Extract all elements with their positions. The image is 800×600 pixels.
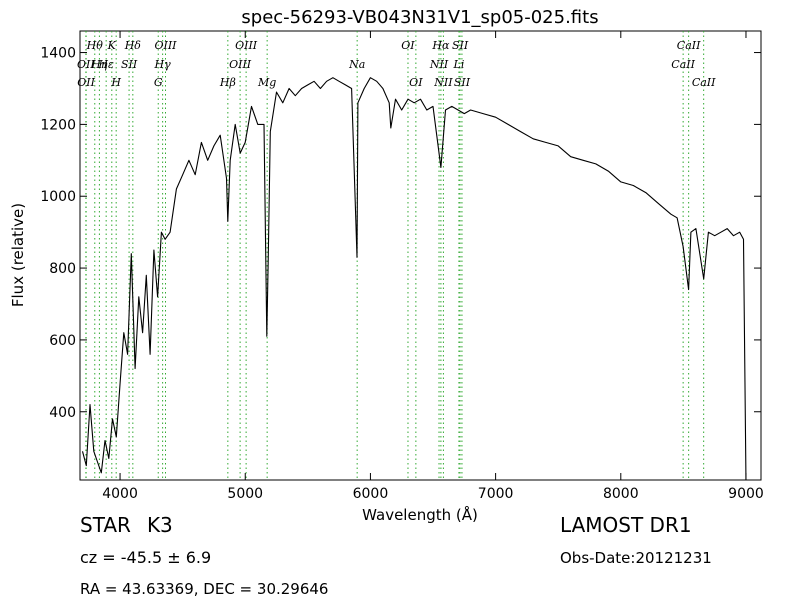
marker-label-20: SII [452,39,469,52]
subclass-text: K3 [146,513,173,537]
marker-label-13: OIII [229,58,252,71]
y-tick-label-4: 1200 [40,117,76,133]
marker-label-14: Hβ [219,76,236,89]
marker-label-25: CaII [677,39,701,52]
marker-label-2: OII [77,76,95,89]
marker-label-26: CaII [671,58,695,71]
plot-area [79,30,762,481]
marker-label-24: SII [454,76,471,89]
marker-label-3: Hη [90,58,108,71]
series-layer [81,77,747,480]
x-tick-label-2: 6000 [353,486,389,502]
y-tick-label-0: 400 [49,405,76,421]
marker-label-1: Hθ [86,39,104,52]
chart-title: spec-56293-VB043N31V1_sp05-025.fits [241,7,598,28]
marker-label-23: NII [433,76,453,89]
marker-label-27: CaII [692,76,716,89]
marker-label-22: Li [453,58,465,71]
x-axis: 4000 5000 6000 7000 8000 9000 [102,31,764,502]
x-axis-label: Wavelength (Å) [362,505,478,524]
x-tick-label-4: 8000 [603,486,639,502]
object-class: STAR K3 [80,513,173,537]
marker-label-15: Mg [257,76,276,89]
marker-label-0: OII [77,58,95,71]
marker-label-17: OI [401,39,415,52]
marker-label-16: Na [348,58,365,71]
x-tick-label-5: 9000 [728,486,764,502]
class-text: STAR [80,513,131,537]
spectrum-line-0 [81,77,747,480]
marker-label-5: Hε [97,58,114,71]
coordinates: RA = 43.63369, DEC = 30.29646 [80,580,329,598]
marker-label-8: Hδ [124,39,142,52]
y-axis-label: Flux (relative) [9,203,27,307]
marker-label-6: SII [121,58,138,71]
observation-date: Obs-Date:20121231 [560,549,712,567]
x-tick-label-0: 4000 [102,486,138,502]
marker-label-9: OIII [154,39,177,52]
marker-label-18: OI [409,76,423,89]
marker-label-12: OIII [235,39,258,52]
marker-label-21: NII [429,58,449,71]
marker-label-4: K [107,39,117,52]
redshift-value: cz = -45.5 ± 6.9 [80,548,212,567]
y-axis: 400 600 800 1000 1200 1400 [40,46,761,421]
y-tick-label-3: 1000 [40,189,76,205]
marker-label-11: G [154,76,163,89]
marker-label-19: Hα [431,39,450,52]
x-tick-label-3: 7000 [478,486,514,502]
survey-name: LAMOST DR1 [560,513,692,537]
marker-label-7: H [110,76,121,89]
spectral-line-markers [85,31,705,480]
y-tick-label-1: 600 [49,333,76,349]
y-tick-label-2: 800 [49,261,76,277]
marker-label-10: Hγ [154,58,172,71]
x-tick-label-1: 5000 [227,486,263,502]
y-tick-label-5: 1400 [40,46,76,62]
